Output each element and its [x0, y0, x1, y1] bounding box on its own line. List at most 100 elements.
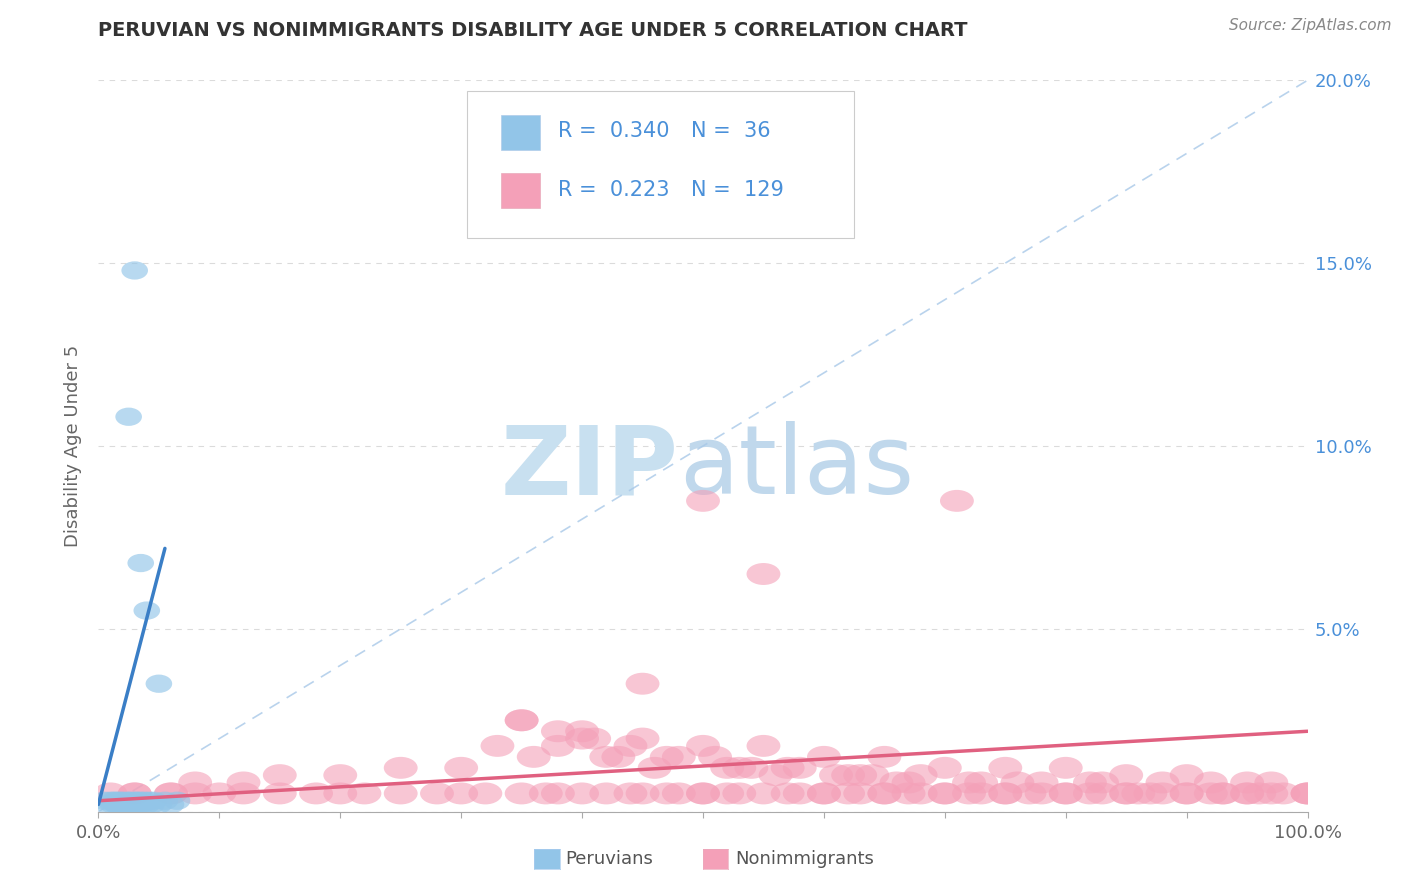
Text: PERUVIAN VS NONIMMIGRANTS DISABILITY AGE UNDER 5 CORRELATION CHART: PERUVIAN VS NONIMMIGRANTS DISABILITY AGE… [98, 21, 967, 40]
Ellipse shape [179, 782, 212, 805]
Ellipse shape [626, 673, 659, 695]
Ellipse shape [101, 791, 128, 810]
Ellipse shape [868, 746, 901, 768]
Ellipse shape [686, 490, 720, 512]
Ellipse shape [965, 782, 998, 805]
Ellipse shape [121, 791, 148, 810]
Ellipse shape [1049, 756, 1083, 779]
Ellipse shape [94, 796, 121, 814]
Ellipse shape [1025, 772, 1059, 794]
Ellipse shape [988, 782, 1022, 805]
Text: R =  0.223: R = 0.223 [558, 180, 669, 200]
Ellipse shape [141, 791, 167, 810]
Ellipse shape [868, 782, 901, 805]
Ellipse shape [589, 782, 623, 805]
Ellipse shape [94, 782, 128, 805]
Ellipse shape [263, 764, 297, 786]
Ellipse shape [770, 782, 804, 805]
Ellipse shape [747, 735, 780, 756]
Ellipse shape [263, 782, 297, 805]
Ellipse shape [1170, 782, 1204, 805]
Ellipse shape [420, 782, 454, 805]
Ellipse shape [1085, 782, 1119, 805]
Ellipse shape [831, 764, 865, 786]
Ellipse shape [384, 756, 418, 779]
Ellipse shape [1230, 782, 1264, 805]
Ellipse shape [107, 791, 134, 810]
Ellipse shape [904, 782, 938, 805]
Ellipse shape [855, 764, 889, 786]
Ellipse shape [578, 728, 612, 749]
Ellipse shape [1194, 772, 1227, 794]
Ellipse shape [1001, 772, 1035, 794]
Ellipse shape [1012, 782, 1046, 805]
Y-axis label: Disability Age Under 5: Disability Age Under 5 [65, 345, 83, 547]
Ellipse shape [952, 782, 986, 805]
Ellipse shape [444, 756, 478, 779]
Ellipse shape [662, 782, 696, 805]
Ellipse shape [1073, 772, 1107, 794]
Ellipse shape [134, 601, 160, 620]
Ellipse shape [118, 782, 152, 805]
Ellipse shape [1109, 782, 1143, 805]
Ellipse shape [152, 791, 179, 810]
Ellipse shape [517, 746, 551, 768]
Ellipse shape [134, 796, 160, 814]
Ellipse shape [565, 782, 599, 805]
Ellipse shape [91, 791, 118, 810]
Ellipse shape [662, 746, 696, 768]
Text: Peruvians: Peruvians [565, 850, 652, 868]
Ellipse shape [613, 735, 647, 756]
Ellipse shape [941, 490, 974, 512]
Bar [501, 173, 540, 209]
Ellipse shape [1243, 782, 1277, 805]
Ellipse shape [686, 782, 720, 805]
Ellipse shape [1170, 782, 1204, 805]
Text: R =  0.340: R = 0.340 [558, 121, 669, 142]
Ellipse shape [146, 796, 172, 814]
Bar [501, 115, 540, 150]
Text: N =  36: N = 36 [690, 121, 770, 142]
Ellipse shape [1194, 782, 1227, 805]
Ellipse shape [1206, 782, 1240, 805]
Ellipse shape [226, 772, 260, 794]
Ellipse shape [831, 782, 865, 805]
Ellipse shape [155, 782, 188, 805]
Ellipse shape [179, 772, 212, 794]
Ellipse shape [565, 721, 599, 742]
Ellipse shape [121, 796, 148, 814]
Text: Source: ZipAtlas.com: Source: ZipAtlas.com [1229, 18, 1392, 33]
Ellipse shape [1109, 764, 1143, 786]
Ellipse shape [1254, 772, 1288, 794]
Ellipse shape [988, 782, 1022, 805]
Ellipse shape [686, 735, 720, 756]
Ellipse shape [602, 746, 636, 768]
Ellipse shape [747, 782, 780, 805]
Ellipse shape [699, 746, 733, 768]
Ellipse shape [115, 408, 142, 425]
Ellipse shape [1267, 782, 1301, 805]
Ellipse shape [481, 735, 515, 756]
Ellipse shape [384, 782, 418, 805]
Ellipse shape [529, 782, 562, 805]
Ellipse shape [505, 709, 538, 731]
Ellipse shape [120, 796, 146, 814]
Ellipse shape [638, 756, 672, 779]
Ellipse shape [163, 791, 190, 810]
Ellipse shape [1170, 764, 1204, 786]
Ellipse shape [157, 796, 184, 814]
Ellipse shape [723, 756, 756, 779]
Ellipse shape [820, 764, 853, 786]
Ellipse shape [1291, 782, 1324, 805]
Ellipse shape [965, 772, 998, 794]
Ellipse shape [565, 728, 599, 749]
Ellipse shape [505, 782, 538, 805]
Ellipse shape [1206, 782, 1240, 805]
Ellipse shape [928, 756, 962, 779]
Ellipse shape [117, 791, 143, 810]
Ellipse shape [1133, 782, 1167, 805]
Ellipse shape [807, 782, 841, 805]
Ellipse shape [103, 796, 129, 814]
Ellipse shape [104, 796, 131, 814]
Ellipse shape [844, 764, 877, 786]
